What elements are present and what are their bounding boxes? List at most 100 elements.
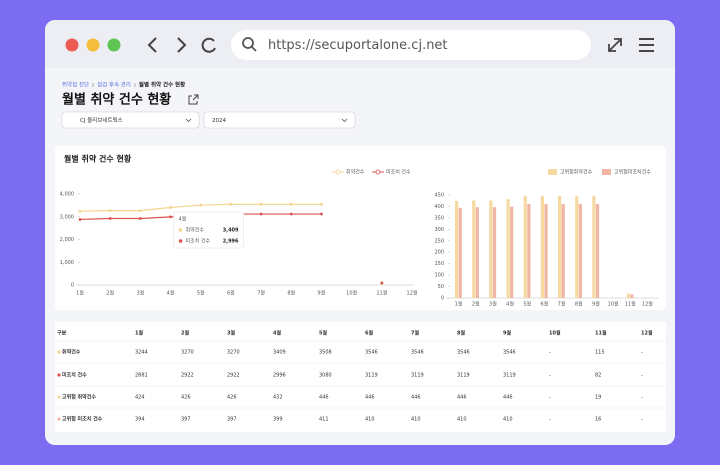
tooltip-name: 미조치 건수	[186, 238, 211, 245]
bar	[578, 204, 582, 298]
table-cell: -	[549, 417, 551, 423]
x-tick-label: 5월	[523, 301, 531, 308]
table-cell: 3546	[411, 350, 424, 356]
legend-swatch	[375, 169, 381, 175]
table-cell: 2922	[227, 373, 240, 379]
breadcrumb-separator	[91, 82, 94, 88]
forward-button[interactable]	[177, 37, 187, 53]
table-cell: 3270	[227, 350, 240, 356]
table-cell: 3546	[457, 350, 470, 356]
data-point	[169, 215, 172, 219]
table-cell: 426	[227, 395, 237, 401]
legend-swatch	[548, 169, 557, 175]
company-select[interactable]	[61, 111, 200, 129]
table-cell: 고위험 취약건수	[62, 394, 96, 401]
table-header: 10월	[549, 330, 561, 337]
table-cell: 3080	[319, 373, 332, 379]
row-swatch	[57, 350, 61, 354]
table-cell: 고위험 미조치 건수	[62, 416, 103, 423]
data-point	[138, 217, 142, 220]
table-header: 2월	[181, 330, 189, 337]
y-tick-label: 50	[438, 284, 444, 290]
minimize-button[interactable]	[86, 38, 100, 52]
x-tick-label: 10월	[346, 290, 357, 297]
bar	[472, 200, 476, 298]
table-header: 1월	[135, 330, 143, 337]
expand-button[interactable]	[608, 38, 622, 52]
table-cell: 410	[457, 417, 467, 423]
year-select-value: 2024	[212, 118, 226, 124]
y-tick-label: 2,000	[60, 237, 74, 243]
table-header: 8월	[457, 330, 465, 337]
close-button[interactable]	[65, 38, 79, 52]
table-cell: -	[641, 417, 643, 423]
data-point	[78, 209, 82, 213]
x-tick-label: 8월	[575, 301, 583, 308]
reload-button[interactable]	[201, 37, 216, 53]
table-cell: -	[641, 350, 643, 356]
table-cell: 115	[595, 350, 605, 356]
y-tick-label: 350	[434, 215, 444, 221]
y-tick-label: 100	[434, 273, 444, 279]
x-tick-label: 2월	[472, 301, 480, 308]
table-cell: 426	[181, 395, 191, 401]
table-cell: 397	[181, 417, 191, 423]
table-cell: -	[641, 395, 643, 401]
legend-swatch	[602, 169, 611, 175]
y-tick-label: 1,000	[60, 260, 74, 266]
table-cell: 410	[503, 417, 513, 423]
bar	[523, 195, 527, 298]
y-tick-label: 0	[441, 296, 444, 302]
company-select-value: CJ 올리브네트웍스	[80, 116, 123, 124]
bar	[510, 206, 514, 298]
bar	[492, 207, 497, 298]
tooltip-value: 2,996	[223, 239, 239, 245]
row-swatch	[57, 395, 61, 399]
y-tick-label: 3,000	[60, 214, 74, 220]
y-tick-label: 300	[434, 227, 444, 233]
url: https://secuportalone.cj.net	[268, 38, 448, 53]
table-header: 12월	[641, 330, 653, 337]
x-tick-label: 11월	[625, 301, 636, 308]
data-point	[320, 202, 323, 206]
table-cell: 19	[595, 395, 601, 401]
table-cell: 394	[135, 417, 145, 423]
table-cell: 3244	[135, 350, 148, 356]
tooltip-swatch	[178, 239, 183, 243]
maximize-button[interactable]	[107, 38, 121, 52]
y-tick-label: 400	[434, 204, 444, 210]
table-cell: 446	[503, 395, 513, 401]
bar	[489, 200, 493, 298]
data-point	[289, 202, 293, 206]
bar	[454, 200, 459, 298]
bar	[592, 195, 596, 298]
table-cell: 410	[365, 417, 375, 423]
x-tick-label: 3월	[489, 301, 497, 308]
table-cell: 446	[319, 395, 329, 401]
table-cell: 미조치 건수	[62, 372, 87, 379]
x-tick-label: 4월	[506, 301, 514, 308]
dropdown-arrow	[341, 118, 348, 123]
table-cell: 432	[273, 395, 283, 401]
back-button[interactable]	[147, 37, 157, 53]
year-select[interactable]	[203, 111, 356, 129]
legend-swatch	[335, 169, 341, 175]
open-icon[interactable]	[188, 94, 199, 105]
x-tick-label: 9월	[592, 301, 600, 308]
tooltip-name: 취약건수	[186, 227, 205, 234]
table-cell: 82	[595, 373, 601, 379]
bar	[544, 204, 548, 298]
y-tick-label: 450	[434, 193, 444, 199]
data-point	[259, 212, 263, 216]
table-cell: 2996	[273, 373, 286, 379]
tooltip-swatch	[178, 228, 183, 232]
table-header: 3월	[227, 330, 235, 337]
breadcrumb-item: 월별 취약 건수 현황	[139, 81, 185, 89]
legend-label: 취약건수	[346, 169, 365, 176]
menu-button[interactable]	[639, 38, 654, 52]
legend-label: 고위험취약건수	[560, 169, 593, 176]
y-tick-label: 0	[71, 283, 74, 289]
table-cell: 446	[457, 395, 467, 401]
table-cell: 446	[365, 395, 375, 401]
address-bar[interactable]	[231, 30, 591, 60]
